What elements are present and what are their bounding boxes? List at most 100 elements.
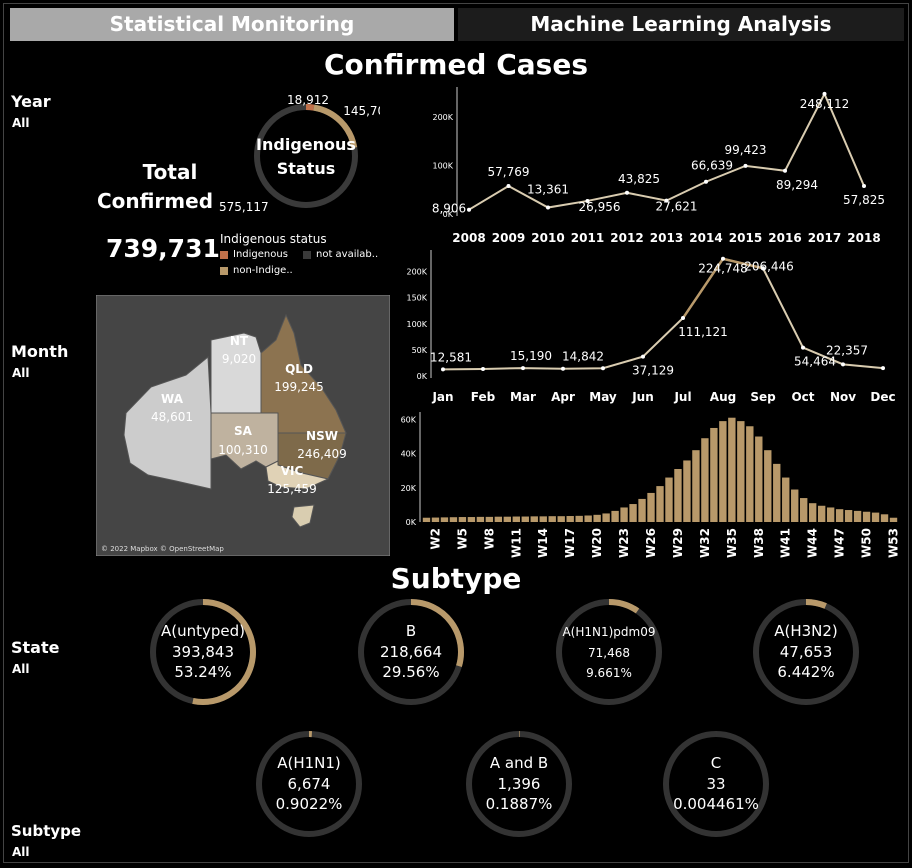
- x-tick-label: May: [589, 390, 617, 404]
- x-tick-label: W47: [833, 528, 847, 558]
- tab-statistical-monitoring[interactable]: Statistical Monitoring: [10, 8, 454, 41]
- legend-item-indigenous[interactable]: Indigenous: [220, 249, 288, 260]
- map-label-sa-value: 100,310: [218, 443, 268, 457]
- map-state-tas: [291, 504, 315, 528]
- data-label: 66,639: [691, 159, 733, 173]
- map-state-wa: [123, 355, 212, 490]
- filter-state-value[interactable]: All: [12, 662, 30, 676]
- bar-w42: [791, 489, 799, 522]
- confirmed-cases-title: Confirmed Cases: [323, 48, 588, 81]
- subtype-donuts: A(untyped) 393,843 53.24% B 218,664 29.56% A(H…: [150, 599, 859, 837]
- data-point: [521, 366, 525, 371]
- filter-year-value[interactable]: All: [12, 116, 30, 130]
- x-tick-label: W23: [617, 528, 631, 558]
- data-point: [625, 190, 629, 195]
- chart-yearly-cases[interactable]: 0K 100K 200K 2008 2009 2010 2011 2012 2013 2014 20…: [395, 85, 900, 247]
- total-confirmed-value: 739,731: [106, 234, 220, 263]
- y-tick-label: 0K: [443, 210, 454, 219]
- legend-label: Indigenous: [233, 249, 288, 260]
- bar-w31: [692, 450, 700, 522]
- subtype-name: B: [406, 622, 416, 640]
- subtype-donut-b: B 218,664 29.56%: [358, 599, 464, 705]
- subtype-percentage: 0.1887%: [486, 795, 553, 813]
- donut-fill: [410, 599, 464, 667]
- subtype-donut-a-and-b: A and B 1,396 0.1887%: [466, 731, 572, 837]
- bar-w50: [862, 511, 871, 522]
- filter-month-value[interactable]: All: [12, 366, 30, 380]
- donut-fill: [608, 599, 640, 614]
- tab-machine-learning-analysis[interactable]: Machine Learning Analysis: [458, 8, 904, 41]
- x-tick-label: W17: [563, 528, 577, 558]
- x-tick-label: Aug: [710, 390, 736, 404]
- x-tick-label: W53: [887, 528, 900, 558]
- subtype-name: A and B: [490, 754, 548, 772]
- x-tick-label: W50: [860, 528, 874, 558]
- subtype-count: 393,843: [172, 643, 234, 661]
- bar-w40: [773, 463, 781, 522]
- x-tick-label: Dec: [870, 390, 895, 404]
- bar-w6: [467, 517, 476, 522]
- map-label-sa-code: SA: [234, 424, 253, 438]
- bar-w23: [620, 507, 628, 522]
- data-label: 27,621: [656, 200, 698, 214]
- not-available-label: 145,702: [343, 104, 380, 118]
- bar-w15: [548, 516, 556, 522]
- bar-w26: [647, 492, 655, 522]
- x-tick-label: W41: [779, 528, 793, 558]
- subtype-donut-a-h1n1-pdm09: A(H1N1)pdm09 71,468 9.661%: [556, 599, 662, 705]
- y-tick-label: 0K: [417, 372, 428, 381]
- y-tick-label: 40K: [401, 450, 417, 459]
- y-tick-label: 60K: [401, 415, 417, 424]
- subtype-name: A(untyped): [161, 622, 245, 640]
- x-tick-label: W38: [752, 528, 766, 558]
- chart-monthly-cases[interactable]: 0K 50K 100K 150K 200K Jan Feb Mar Apr May Jun Jul Au…: [395, 250, 900, 407]
- data-point: [881, 366, 885, 371]
- map-label-qld-code: QLD: [285, 362, 313, 376]
- bar-w21: [602, 513, 610, 522]
- bar-w14: [539, 516, 547, 522]
- x-tick-label: 2014: [689, 231, 722, 245]
- legend-item-not-available[interactable]: not availab..: [303, 249, 378, 260]
- data-point: [822, 91, 827, 96]
- chart-weekly-cases[interactable]: 0K 20K 40K 60K W2 W5 W8 W11 W14 W17 W20 W23 W26 W29 W3…: [395, 408, 900, 570]
- subtype-name: C: [711, 754, 721, 772]
- filter-subtype-label: Subtype: [11, 822, 82, 840]
- bar-w36: [737, 421, 745, 522]
- y-tick-label: 0K: [406, 518, 417, 527]
- map-label-qld-value: 199,245: [274, 380, 324, 394]
- subtype-percentage: 53.24%: [174, 663, 231, 681]
- filter-subtype-value[interactable]: All: [12, 845, 30, 859]
- map-attribution: © 2022 Mapbox © OpenStreetMap: [101, 545, 224, 553]
- bar-w41: [782, 477, 790, 522]
- australia-map[interactable]: WA 48,601 NT 9,020 QLD 199,245 SA 100,31…: [96, 295, 390, 556]
- x-tick-label: Feb: [471, 390, 496, 404]
- donut-segment-not-available: [313, 104, 358, 149]
- bar-w16: [557, 516, 565, 522]
- donut-segment-indigenous: [305, 104, 315, 111]
- indigenous-donut[interactable]: Indigenous Status 18,912 145,702: [240, 88, 380, 218]
- x-tick-label: W2: [428, 528, 442, 550]
- x-tick-label: Oct: [791, 390, 814, 404]
- map-state-sa: [210, 412, 279, 470]
- x-tick-label: W44: [806, 528, 820, 558]
- data-label: 99,423: [725, 143, 767, 157]
- indigenous-donut-title-1: Indigenous: [256, 135, 356, 154]
- bar-w44: [808, 503, 817, 522]
- x-tick-label: Jan: [431, 390, 453, 404]
- bar-w2: [431, 517, 440, 522]
- bar-w32: [701, 438, 709, 522]
- x-tick-label: W29: [671, 528, 685, 558]
- data-label: 248,112: [800, 97, 850, 111]
- data-point: [561, 366, 565, 371]
- subtype-percentage: 9.661%: [586, 666, 632, 680]
- bar-w22: [611, 510, 619, 522]
- legend-swatch: [220, 266, 228, 275]
- subtype-donut-a-untyped-: A(untyped) 393,843 53.24%: [150, 599, 256, 705]
- x-tick-label: W8: [482, 528, 496, 550]
- bar-w39: [764, 450, 772, 522]
- legend-item-non-indigenous[interactable]: non-Indige..: [220, 265, 293, 276]
- subtype-title: Subtype: [390, 562, 522, 595]
- bar-w7: [476, 516, 485, 522]
- bar-w34: [719, 421, 727, 522]
- data-point: [585, 198, 590, 203]
